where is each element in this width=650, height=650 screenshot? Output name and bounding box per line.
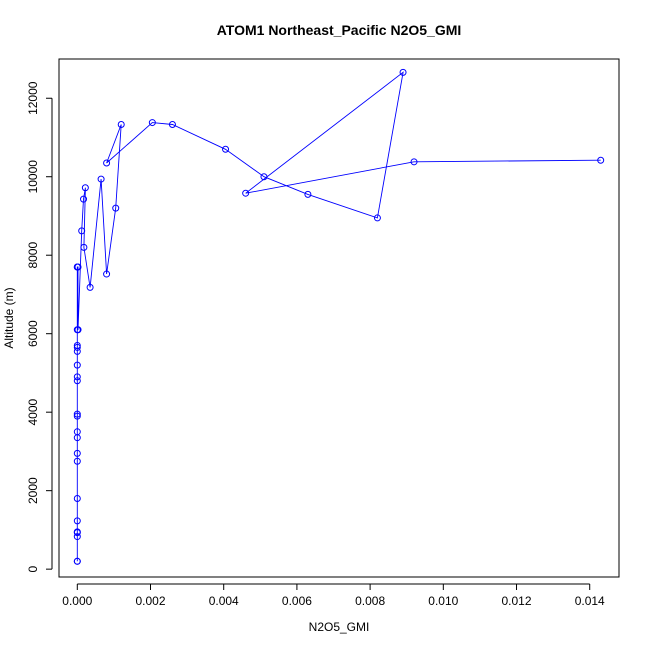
data-point [73, 341, 81, 349]
data-point [117, 121, 125, 129]
x-tick-label: 0.006 [282, 594, 312, 608]
data-point [73, 410, 81, 418]
chart-title: ATOM1 Northeast_Pacific N2O5_GMI [217, 22, 462, 38]
data-point [78, 227, 86, 235]
data-point [373, 214, 381, 222]
data-point [73, 457, 81, 465]
data-point [73, 517, 81, 525]
y-tick-label: 10000 [26, 160, 40, 194]
x-tick-label: 0.012 [502, 594, 532, 608]
x-tick-label: 0.004 [209, 594, 239, 608]
data-point [74, 263, 82, 271]
series-layer [73, 68, 605, 565]
y-tick-label: 8000 [26, 242, 40, 269]
data-point [148, 119, 156, 127]
y-tick-label: 6000 [26, 320, 40, 347]
data-point [73, 528, 81, 536]
data-point [304, 190, 312, 198]
data-point [103, 270, 111, 278]
data-point [399, 68, 407, 76]
y-tick-label: 4000 [26, 399, 40, 426]
data-point [97, 175, 105, 183]
data-point [73, 449, 81, 457]
data-point [73, 361, 81, 369]
data-point [73, 412, 81, 420]
y-tick-label: 0 [26, 565, 40, 572]
x-tick-label: 0.002 [135, 594, 165, 608]
data-point [260, 173, 268, 181]
data-point [168, 121, 176, 129]
data-point [112, 204, 120, 212]
data-point [597, 156, 605, 164]
data-point [86, 283, 94, 291]
data-point [73, 377, 81, 385]
data-point [73, 343, 81, 351]
y-axis: 0 2000 4000 6000 8000 10000 12000 [26, 81, 53, 572]
data-point [242, 189, 250, 197]
plot-area [58, 58, 620, 578]
x-axis-label: N2O5_GMI [309, 620, 370, 634]
series-line [76, 71, 601, 562]
data-point [73, 533, 81, 541]
data-point [410, 158, 418, 166]
y-tick-label: 12000 [26, 81, 40, 115]
data-point [80, 243, 88, 251]
y-axis-label: Altitude (m) [2, 287, 16, 348]
data-point [73, 373, 81, 381]
data-point [103, 159, 111, 167]
x-tick-label: 0.014 [575, 594, 605, 608]
data-point [81, 184, 89, 192]
data-point [80, 195, 88, 203]
y-tick-label: 2000 [26, 477, 40, 504]
data-point [73, 557, 81, 565]
x-axis: 0.000 0.002 0.004 0.006 0.008 0.010 0.012 0.014 [62, 583, 605, 608]
data-point [74, 326, 82, 334]
data-point [222, 145, 230, 153]
data-point [73, 428, 81, 436]
x-tick-label: 0.010 [428, 594, 458, 608]
x-tick-label: 0.008 [355, 594, 385, 608]
x-tick-label: 0.000 [62, 594, 92, 608]
data-point [73, 495, 81, 503]
